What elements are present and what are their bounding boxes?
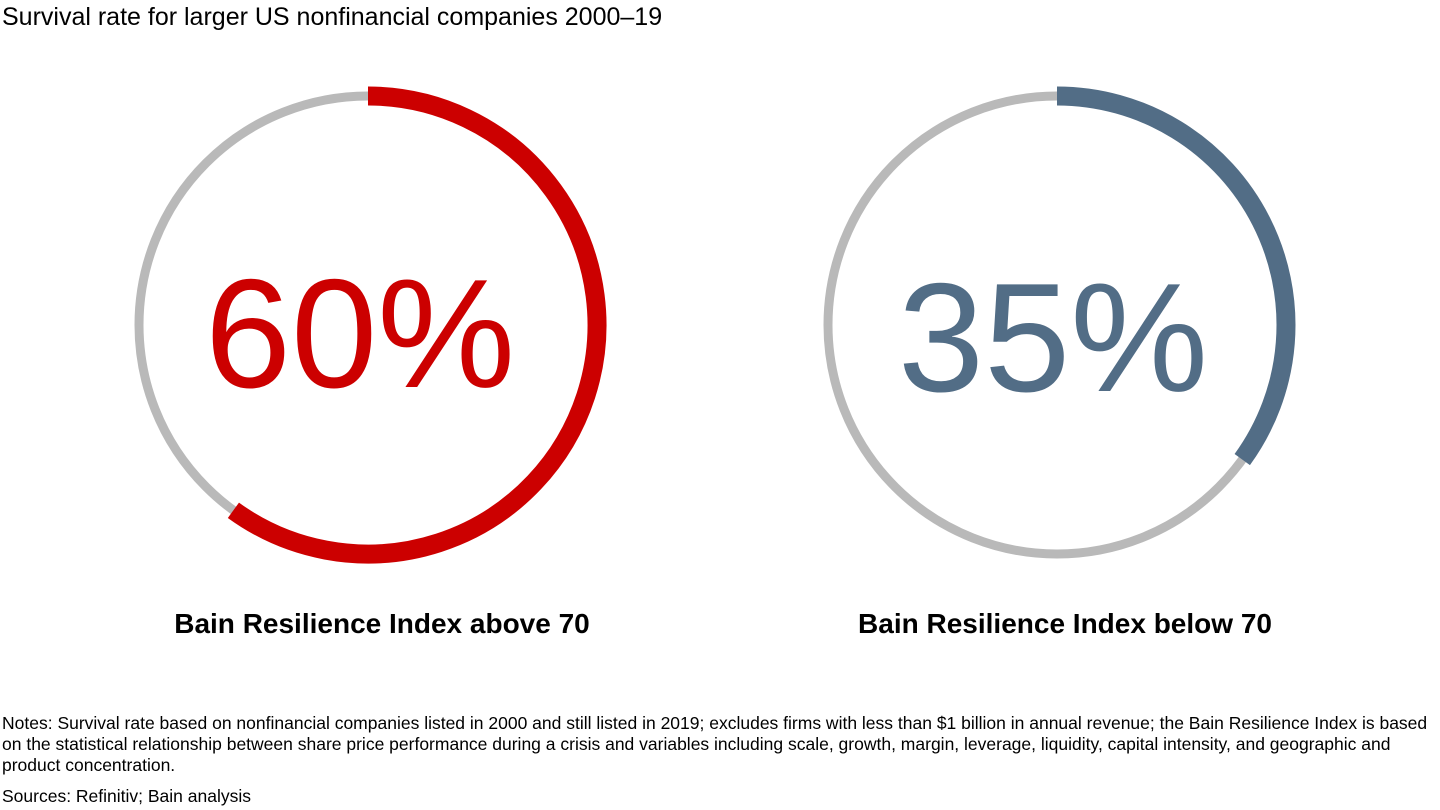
donut-arc-above-70 <box>227 86 607 564</box>
donut-arc-below-70 <box>1056 86 1296 466</box>
label-below-70: Bain Resilience Index below 70 <box>858 608 1272 639</box>
donut-value-above-70: 60% <box>205 247 515 420</box>
label-above-70: Bain Resilience Index above 70 <box>174 608 590 639</box>
donut-value-below-70: 35% <box>898 251 1208 424</box>
chart-notes: Notes: Survival rate based on nonfinanci… <box>2 713 1428 775</box>
donut-above-70: 60% <box>134 86 607 564</box>
chart-sources: Sources: Refinitiv; Bain analysis <box>2 786 251 806</box>
donut-charts: 60% 35% <box>134 86 1296 564</box>
donut-below-70: 35% <box>823 86 1296 559</box>
chart-title: Survival rate for larger US nonfinancial… <box>2 3 663 31</box>
